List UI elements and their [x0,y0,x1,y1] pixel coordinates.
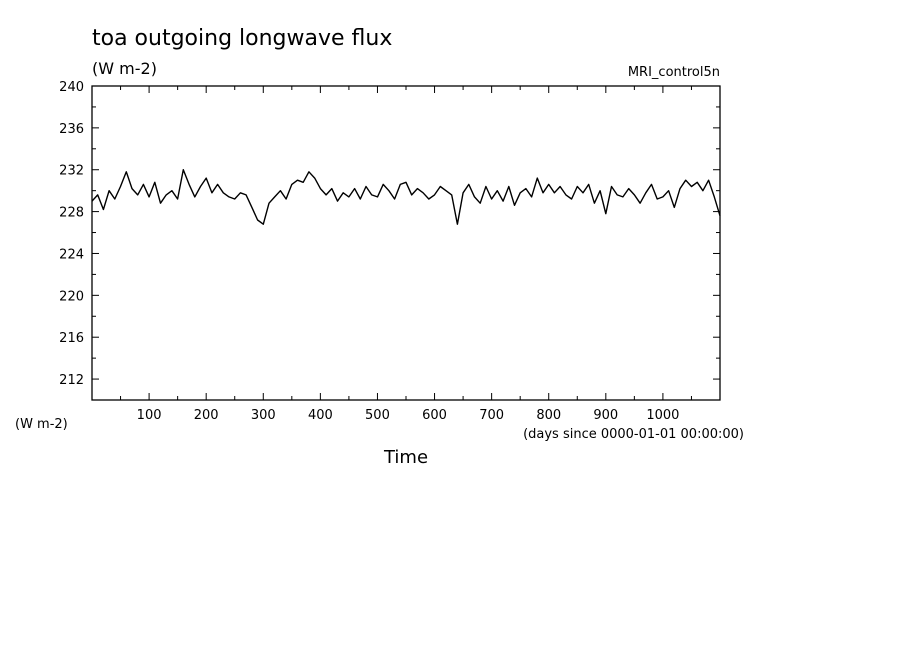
y-axis-label: (W m-2) [15,417,68,432]
x-tick-label: 300 [251,408,276,423]
y-tick-label: 232 [59,164,84,179]
x-tick-label: 600 [422,408,447,423]
x-tick-label: 200 [194,408,219,423]
x-tick-label: 900 [593,408,618,423]
y-tick-label: 212 [59,373,84,388]
y-tick-label: 236 [59,122,84,137]
plot-area: 212 216 220 224 228 232 236 240 100 200 300 400 500 6… [59,80,721,423]
x-tick-label: 500 [365,408,390,423]
chart-title: toa outgoing longwave flux [92,26,392,51]
x-tick-label: 100 [137,408,162,423]
y-tick-label: 228 [59,206,84,221]
model-label: MRI_control5n [628,65,720,80]
x-tick-label: 800 [536,408,561,423]
x-tick-label: 400 [308,408,333,423]
chart-subtitle: (W m-2) [92,59,157,78]
x-tick-label: 1000 [646,408,679,423]
x-axis-label: Time [383,447,428,468]
x-tick-label: 700 [479,408,504,423]
series-line [91,168,721,225]
y-tick-label: 220 [59,289,84,304]
x-axis-units: (days since 0000-01-01 00:00:00) [523,427,744,442]
y-tick-label: 224 [59,247,84,262]
plot-frame [91,85,721,401]
y-tick-label: 216 [59,331,84,346]
y-tick-label: 240 [59,80,84,95]
